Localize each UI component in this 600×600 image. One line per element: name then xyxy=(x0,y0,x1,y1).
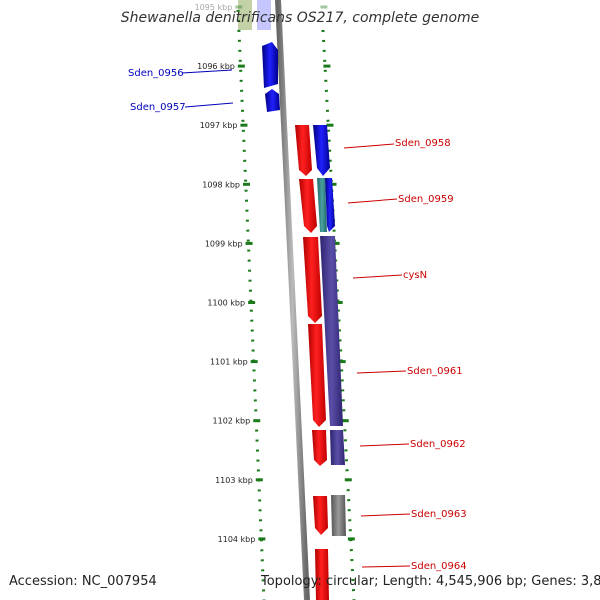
gene-label-sden-0963[interactable]: Sden_0963 xyxy=(411,509,467,520)
cds-feature xyxy=(257,0,271,30)
cds-block-sden-0959-a[interactable] xyxy=(317,178,327,232)
gene-arrow-cysn[interactable] xyxy=(303,237,322,323)
gene-arrow-sden-0958[interactable] xyxy=(295,125,312,176)
gene-label-sden-0961[interactable]: Sden_0961 xyxy=(407,366,463,377)
gene-label-sden-0957[interactable]: Sden_0957 xyxy=(130,102,186,113)
label-leaders xyxy=(181,69,411,568)
gene-label-sden-0962[interactable]: Sden_0962 xyxy=(410,439,466,450)
gene-arrow-sden-0963[interactable] xyxy=(313,496,328,535)
scale-label: 1102 kbp xyxy=(213,417,251,426)
gene-arrow-sden-0961[interactable] xyxy=(308,324,326,427)
faded-top-features xyxy=(238,0,271,30)
genome-summary-text: Topology: circular; Length: 4,545,906 bp… xyxy=(261,574,600,589)
leader-sden-0958 xyxy=(343,143,395,149)
gene-label-sden-0956[interactable]: Sden_0956 xyxy=(128,68,184,79)
map-title: Shewanella denitrificans OS217, complete… xyxy=(120,10,480,26)
scale-label: 1099 kbp xyxy=(205,239,243,248)
cds-block-sden-0963[interactable] xyxy=(331,495,346,536)
genome-backbone xyxy=(275,0,310,600)
leader-sden-0962 xyxy=(359,443,410,447)
gene-label-sden-0964[interactable]: Sden_0964 xyxy=(411,561,467,572)
cds-block-sden-0958[interactable] xyxy=(313,125,330,176)
gene-label-sden-0959[interactable]: Sden_0959 xyxy=(398,194,454,205)
scale-label: 1100 kbp xyxy=(207,299,245,308)
gene-arrow-sden-0956[interactable] xyxy=(262,42,278,88)
scale-label: 1095 kbp xyxy=(195,3,233,12)
gene-label-sden-0958[interactable]: Sden_0958 xyxy=(395,138,451,149)
leader-sden-0956 xyxy=(181,69,233,74)
leader-sden-0961 xyxy=(356,370,407,374)
cds-block-cysn[interactable] xyxy=(320,236,343,426)
leader-sden-0957 xyxy=(184,102,234,108)
gene-arrow-sden-0957[interactable] xyxy=(265,89,280,112)
forward-strand-genes xyxy=(262,42,280,112)
leader-sden-0959 xyxy=(347,198,398,204)
leader-sden-0964 xyxy=(361,565,411,568)
scale-label: 1104 kbp xyxy=(218,535,256,544)
gene-label-cysn[interactable]: cysN xyxy=(403,270,427,281)
reverse-strand-genes xyxy=(295,125,329,600)
cds-feature xyxy=(238,0,252,30)
cds-block-sden-0962[interactable] xyxy=(330,430,345,465)
scale-label: 1098 kbp xyxy=(202,180,240,189)
gene-arrow-sden-0964[interactable] xyxy=(315,549,329,600)
gene-arrow-sden-0959[interactable] xyxy=(299,179,317,233)
cds-block-sden-0959-b[interactable] xyxy=(325,178,335,232)
left-dotted-track xyxy=(236,9,266,600)
annotation-track xyxy=(313,125,346,536)
scale-ticks xyxy=(235,5,355,541)
gene-labels: Sden_0956 Sden_0957 Sden_0958 Sden_0959 … xyxy=(128,68,467,572)
scale-label: 1101 kbp xyxy=(210,358,248,367)
gene-arrow-sden-0962[interactable] xyxy=(312,430,327,466)
scale-label: 1096 kbp xyxy=(197,62,235,71)
scale-label: 1103 kbp xyxy=(215,476,253,485)
leader-sden-0963 xyxy=(360,513,411,517)
leader-cysn xyxy=(352,274,403,279)
scale-labels: 1095 kbp 1096 kbp 1097 kbp 1098 kbp 1099 kbp… xyxy=(195,3,256,544)
scale-label: 1097 kbp xyxy=(200,121,238,130)
accession-text: Accession: NC_007954 xyxy=(9,574,157,589)
